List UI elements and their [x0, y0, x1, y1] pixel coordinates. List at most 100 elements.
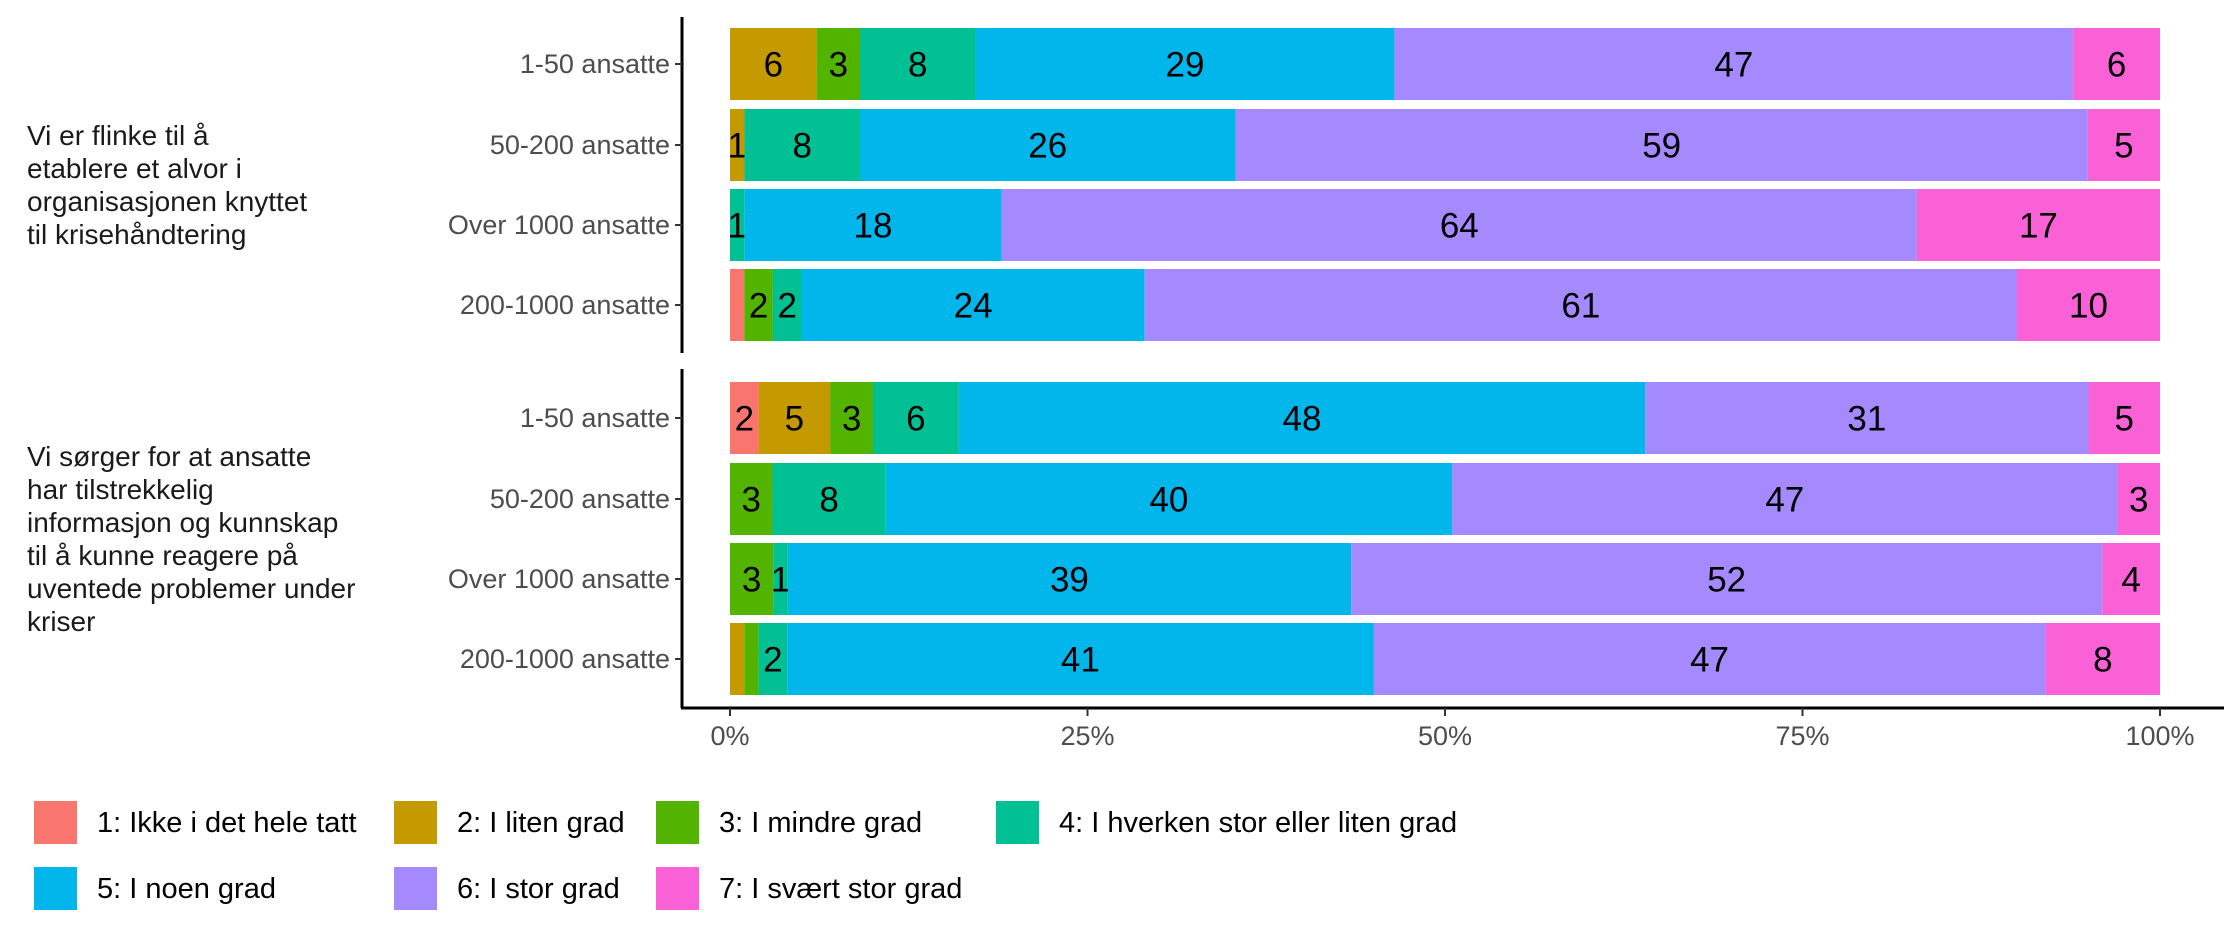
bar-segment — [730, 28, 817, 100]
bar-segment-label: 52 — [1707, 561, 1746, 600]
legend: 1: Ikke i det hele tatt 2: I liten grad 3:… — [34, 801, 1457, 910]
bar-segment — [730, 543, 774, 615]
y-tick-label: 200-1000 ansatte — [460, 644, 670, 674]
bar-segment — [816, 28, 860, 100]
bar-segment-label: 17 — [2019, 207, 2058, 246]
bar-segment — [830, 382, 873, 454]
x-tick-label: 25% — [1060, 721, 1114, 751]
bar-segment — [1351, 543, 2103, 615]
bar-segment-label: 8 — [2093, 641, 2112, 680]
bar-segment — [1452, 463, 2118, 535]
bar-segment — [744, 189, 1002, 261]
bar-segment — [744, 623, 759, 695]
bar-segment — [1235, 109, 2088, 181]
legend-label: 7: I svært stor grad — [719, 873, 962, 905]
bar-segment — [1001, 189, 1917, 261]
y-tick-label: 50-200 ansatte — [490, 484, 670, 514]
legend-item: 3: I mindre grad — [656, 801, 922, 844]
legend-swatch — [656, 801, 699, 844]
bar-segment-label: 6 — [2107, 46, 2126, 85]
bar-segment-label: 1 — [727, 207, 746, 246]
bar-segment-label: 47 — [1714, 46, 1753, 85]
bar-segment-label: 3 — [829, 46, 848, 85]
bar-segment — [2117, 463, 2160, 535]
bar-segment — [1916, 189, 2160, 261]
y-tick-label: Over 1000 ansatte — [448, 210, 670, 240]
bar-segment — [2073, 28, 2160, 100]
bar-segment — [1373, 623, 2046, 695]
x-axis: 0% 25% 50% 75% 100% — [681, 706, 2224, 751]
bar-segment-label: 5 — [2115, 400, 2134, 439]
bar-segment-label: 39 — [1050, 561, 1089, 600]
legend-item: 5: I noen grad — [34, 867, 276, 910]
bar-segment-label: 41 — [1061, 641, 1100, 680]
y-tick-label: Over 1000 ansatte — [448, 564, 670, 594]
y-tick-label: 200-1000 ansatte — [460, 290, 670, 320]
bar-segment — [2102, 543, 2160, 615]
bar-row: 200-1000 ansatte 2 41 47 8 — [460, 623, 2160, 695]
legend-swatch — [996, 801, 1039, 844]
bar-row: Over 1000 ansatte 1 18 64 17 — [448, 189, 2160, 261]
y-tick-label: 50-200 ansatte — [490, 130, 670, 160]
legend-swatch — [394, 801, 437, 844]
legend-label: 5: I noen grad — [97, 873, 276, 905]
bar-segment-label: 47 — [1690, 641, 1729, 680]
facet-label-line: organisasjonen knyttet — [27, 186, 307, 217]
facet-label-line: til å kunne reagere på — [27, 540, 298, 571]
bar-segment-label: 5 — [2114, 127, 2133, 166]
bar-segment-label: 2 — [777, 287, 796, 326]
bar-segment-label: 29 — [1166, 46, 1205, 85]
bar-row: Over 1000 ansatte 3 1 39 52 4 — [448, 543, 2160, 615]
x-tick-label: 75% — [1775, 721, 1829, 751]
bar-row: 1-50 ansatte 2 5 3 6 48 31 5 — [520, 382, 2160, 454]
bar-segment-label: 4 — [2121, 561, 2140, 600]
facet-label-line: uventede problemer under — [27, 573, 355, 604]
bar-segment — [787, 623, 1374, 695]
bar-segment-label: 26 — [1028, 127, 1067, 166]
y-tick-label: 1-50 ansatte — [520, 49, 670, 79]
bar-segment-label: 8 — [908, 46, 927, 85]
bar-row: 50-200 ansatte 3 8 40 47 3 — [490, 463, 2160, 535]
legend-label: 4: I hverken stor eller liten grad — [1059, 807, 1457, 839]
bar-segment — [744, 109, 860, 181]
bar-segment — [758, 623, 788, 695]
bar-segment-label: 6 — [906, 400, 925, 439]
bar-segment — [1394, 28, 2074, 100]
bar-segment-label: 5 — [785, 400, 804, 439]
bar-segment-label: 6 — [764, 46, 783, 85]
bar-row: 1-50 ansatte 6 3 8 29 47 6 — [520, 28, 2160, 100]
x-tick-label: 100% — [2125, 721, 2194, 751]
bar-segment — [730, 463, 773, 535]
bar-segment — [730, 109, 745, 181]
facet-label-line: Vi er flinke til å — [27, 120, 209, 151]
legend-label: 1: Ikke i det hele tatt — [97, 807, 357, 839]
bar-segment — [772, 463, 886, 535]
bar-segment — [772, 269, 802, 341]
bar-segment-label: 3 — [742, 561, 761, 600]
bar-segment — [2088, 382, 2160, 454]
bar-segment — [860, 109, 1236, 181]
bar-segment — [773, 543, 788, 615]
bar-segment-label: 48 — [1283, 400, 1322, 439]
bar-segment-label: 47 — [1765, 481, 1804, 520]
bar-segment — [730, 269, 745, 341]
bar-segment-label: 3 — [742, 481, 761, 520]
bar-segment — [744, 269, 773, 341]
bar-segment — [730, 189, 745, 261]
facet-label-line: har tilstrekkelig — [27, 474, 214, 505]
bar-segment-label: 40 — [1149, 481, 1188, 520]
bar-segment-label: 2 — [749, 287, 768, 326]
bar-segment-label: 8 — [792, 127, 811, 166]
bar-segment-label: 24 — [954, 287, 993, 326]
legend-label: 3: I mindre grad — [719, 807, 922, 839]
bar-segment — [1645, 382, 2089, 454]
bar-segment-label: 1 — [771, 561, 790, 600]
bar-segment-label: 1 — [727, 127, 746, 166]
bar-segment-label: 2 — [735, 400, 754, 439]
